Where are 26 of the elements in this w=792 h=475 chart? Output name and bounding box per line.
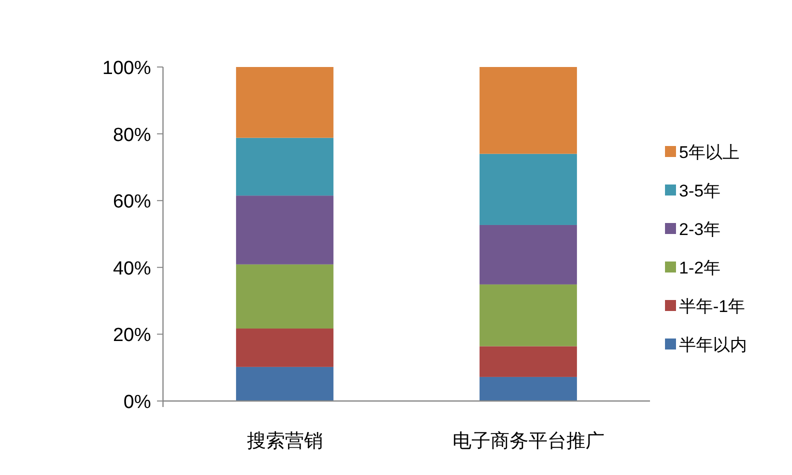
bar bbox=[480, 346, 577, 377]
bar bbox=[236, 138, 334, 196]
bar bbox=[236, 67, 334, 138]
y-tick-label: 80% bbox=[112, 124, 152, 146]
legend-label: 1-2年 bbox=[679, 258, 721, 278]
y-tick-label: 40% bbox=[112, 258, 152, 280]
y-tick-label: 100% bbox=[102, 58, 152, 79]
y-tick-label: 0% bbox=[124, 392, 152, 413]
y-tick-label: 60% bbox=[112, 192, 152, 213]
bar bbox=[480, 376, 577, 401]
y-tick-label: 20% bbox=[112, 325, 152, 346]
legend-label: 半年-1年 bbox=[679, 297, 746, 316]
legend-label: 半年以内 bbox=[679, 336, 747, 354]
bar bbox=[236, 196, 334, 264]
bar bbox=[480, 224, 577, 284]
bar bbox=[236, 264, 334, 329]
bar bbox=[480, 154, 577, 225]
bar bbox=[480, 284, 577, 346]
bar bbox=[236, 328, 334, 367]
x-tick-label: 搜索营销 bbox=[246, 431, 323, 452]
bar bbox=[236, 366, 334, 401]
bar bbox=[480, 67, 577, 154]
legend-label: 2-3年 bbox=[679, 220, 721, 239]
x-tick-label: 电子商务平台推广 bbox=[452, 430, 604, 452]
legend-label: 3-5年 bbox=[679, 182, 721, 200]
legend-label: 5年以上 bbox=[679, 143, 740, 162]
